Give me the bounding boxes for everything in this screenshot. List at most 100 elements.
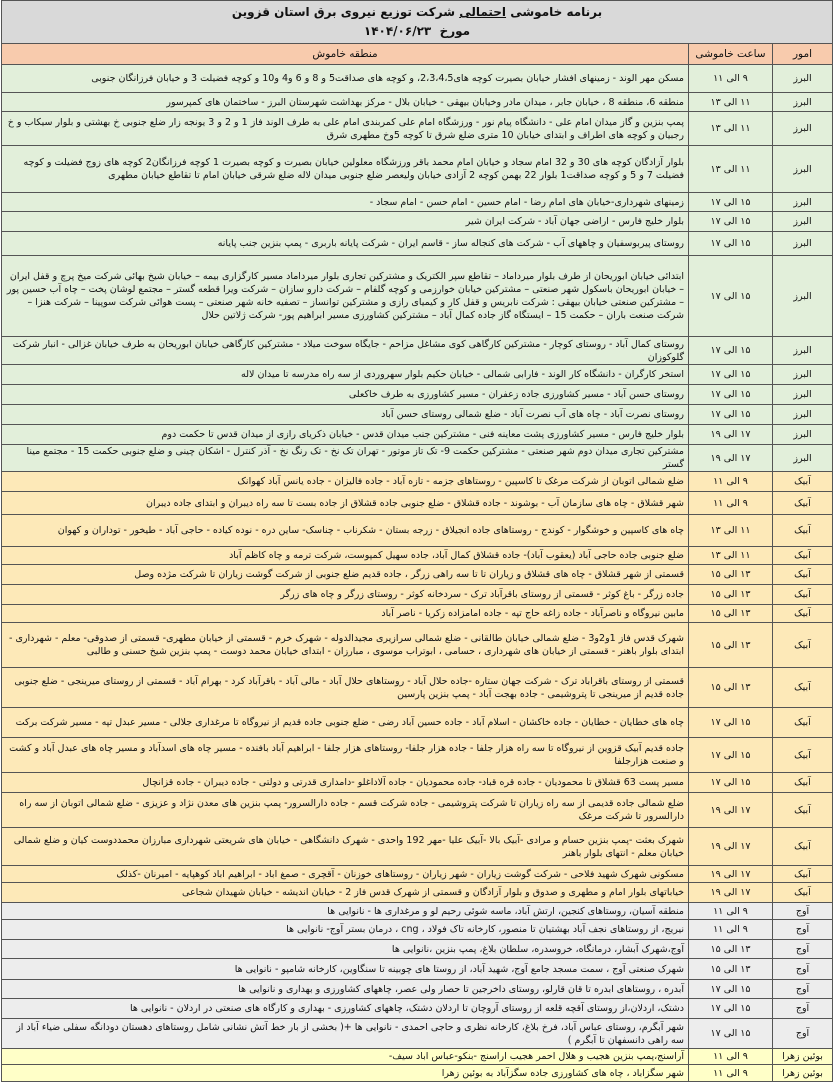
cell-time: ۱۵ الی ۱۷	[688, 192, 773, 212]
cell-area: ضلع شمالی اتوبان از شرکت مرغک تا کاسپین …	[1, 471, 689, 492]
cell-time: ۱۵ الی ۱۷	[688, 998, 773, 1019]
cell-time: ۱۳ الی ۱۵	[688, 958, 773, 980]
cell-time: ۱۵ الی ۱۷	[688, 211, 773, 232]
cell-omur: آوج	[772, 958, 833, 980]
cell-time: ۱۵ الی ۱۷	[688, 336, 773, 365]
table-row: البرز ۱۵ الی ۱۷ زمینهای شهرداری-خیابان های…	[1, 192, 833, 212]
cell-time: ۱۵ الی ۱۷	[688, 404, 773, 425]
column-header-time: ساعت خاموشی	[688, 43, 773, 65]
cell-omur: آبیک	[772, 604, 833, 623]
cell-area: پمپ بنزین و گاز میدان امام علی - دانشگاه…	[1, 111, 689, 146]
table-row: آبیک ۱۷ الی ۱۹ مسکونی شهرک شهید فلاحی - شر…	[1, 865, 833, 883]
cell-time: ۱۳ الی ۱۵	[688, 667, 773, 708]
table-row: آوج ۹ الی ۱۱ منطقه آسیان، روستاهای کنجین، …	[1, 902, 833, 920]
cell-omur: آوج	[772, 1018, 833, 1049]
cell-area: چاه های کاسپین و خوشگوار - کوندج - روستا…	[1, 514, 689, 547]
cell-area: دشتک، اردلان،از روستای آقچه قلعه از روست…	[1, 998, 689, 1019]
cell-omur: البرز	[772, 92, 833, 112]
table-row: البرز ۱۵ الی ۱۷ روستای حسن آباد - مسیر کشا…	[1, 384, 833, 405]
cell-omur: آبیک	[772, 491, 833, 515]
cell-area: روستای نصرت آباد - چاه های آب نصرت آباد …	[1, 404, 689, 425]
cell-time: ۱۱ الی ۱۳	[688, 546, 773, 565]
cell-area: شهرک بعثت -پمپ بنزین حسام و مرادی -آبیک …	[1, 827, 689, 866]
cell-omur: البرز	[772, 336, 833, 365]
cell-omur: آوج	[772, 979, 833, 999]
cell-omur: آبیک	[772, 882, 833, 903]
cell-omur: البرز	[772, 255, 833, 337]
cell-omur: آبیک	[772, 792, 833, 828]
cell-area: خیاباتهای بلوار امام و مطهری و صدوق و بل…	[1, 882, 689, 903]
table-row: آبیک ۱۳ الی ۱۵ مابین نیروگاه و ناصرآباد - …	[1, 604, 833, 623]
table-row: البرز ۱۱ الی ۱۳ پمپ بنزین و گاز میدان امام…	[1, 111, 833, 146]
cell-time: ۱۵ الی ۱۷	[688, 1018, 773, 1049]
cell-area: ضلع شمالی جاده قدیمی از سه راه زیاران تا…	[1, 792, 689, 828]
cell-area: مسیر پست 63 قشلاق تا محمودیان - جاده قره…	[1, 772, 689, 793]
cell-omur: آبیک	[772, 546, 833, 565]
table-row: آوج ۱۳ الی ۱۵ آوج،شهرک آبشار، درمانگاه، خر…	[1, 939, 833, 959]
table-row: آبیک ۱۵ الی ۱۷ مسیر پست 63 قشلاق تا محمودی…	[1, 772, 833, 793]
cell-time: ۹ الی ۱۱	[688, 471, 773, 492]
cell-area: نیریج، از روستاهای نجف آباد بهشتیان تا م…	[1, 919, 689, 940]
cell-time: ۹ الی ۱۱	[688, 902, 773, 920]
cell-area: روستای کمال آباد - روستای کوچار - مشترکی…	[1, 336, 689, 365]
page-title: برنامه خاموشی احتمالی شرکت توزیع نیروی ب…	[1, 0, 833, 44]
cell-time: ۱۷ الی ۱۹	[688, 827, 773, 866]
column-header-row: امور ساعت خاموشی منطقه خاموش	[1, 43, 833, 65]
table-row: آبیک ۱۱ الی ۱۳ چاه های کاسپین و خوشگوار - …	[1, 514, 833, 547]
cell-omur: آبیک	[772, 471, 833, 492]
cell-time: ۱۷ الی ۱۹	[688, 424, 773, 445]
column-header-omur: امور	[772, 43, 833, 65]
table-row: بوئین زهرا ۹ الی ۱۱ شهر سگزاباد ، چاه های …	[1, 1064, 833, 1082]
cell-time: ۹ الی ۱۱	[688, 919, 773, 940]
table-row: آبیک ۱۵ الی ۱۷ چاه های خطایان - خطایان - ج…	[1, 707, 833, 738]
table-row: آوج ۱۳ الی ۱۵ شهرک صنعتی آوج ، سمت مسجد جا…	[1, 958, 833, 980]
cell-omur: آبیک	[772, 667, 833, 708]
cell-omur: آبیک	[772, 584, 833, 605]
table-row: آبیک ۱۵ الی ۱۷ جاده قدیم آبیک قزوین از نیر…	[1, 737, 833, 773]
cell-omur: آبیک	[772, 707, 833, 738]
cell-time: ۱۷ الی ۱۹	[688, 882, 773, 903]
table-row: آبیک ۹ الی ۱۱ ضلع شمالی اتوبان از شرکت مرغ…	[1, 471, 833, 492]
table-row: البرز ۱۵ الی ۱۷ روستای نصرت آباد - چاه های…	[1, 404, 833, 425]
cell-area: استخر کارگران - دانشگاه کار الوند - فارا…	[1, 364, 689, 385]
cell-area: جاده قدیم آبیک قزوین از نیروگاه تا سه را…	[1, 737, 689, 773]
cell-area: آراسنج،پمپ بنزین هجیب و هلال احمر هجیب ا…	[1, 1048, 689, 1065]
cell-area: ضلع جنوبی جاده حاجی آباد (یعقوب آباد)- ج…	[1, 546, 689, 565]
cell-time: ۱۳ الی ۱۵	[688, 604, 773, 623]
cell-time: ۱۵ الی ۱۷	[688, 772, 773, 793]
cell-time: ۱۵ الی ۱۷	[688, 255, 773, 337]
cell-area: منطقه آسیان، روستاهای کنجین، ارتش آباد، …	[1, 902, 689, 920]
cell-time: ۱۱ الی ۱۳	[688, 514, 773, 547]
cell-omur: آبیک	[772, 622, 833, 668]
table-row: آبیک ۱۱ الی ۱۳ ضلع جنوبی جاده حاجی آباد (ی…	[1, 546, 833, 565]
cell-omur: البرز	[772, 444, 833, 472]
cell-area: قسمتی از شهر قشلاق - چاه های قشلاق و زیا…	[1, 564, 689, 585]
cell-area: آبدره ، روستاهای ابدره تا قان قارلو، روس…	[1, 979, 689, 999]
title-emphasis: احتمالی	[459, 5, 507, 19]
title-prefix: برنامه خاموشی	[510, 5, 603, 19]
table-row: آبیک ۱۳ الی ۱۵ قسمتی از شهر قشلاق - چاه ها…	[1, 564, 833, 585]
cell-omur: البرز	[772, 211, 833, 232]
cell-omur: آوج	[772, 939, 833, 959]
table-row: آبیک ۱۳ الی ۱۵ جاده زرگر - باغ کوثر - قسمت…	[1, 584, 833, 605]
cell-omur: البرز	[772, 111, 833, 146]
cell-time: ۱۵ الی ۱۷	[688, 737, 773, 773]
table-row: البرز ۱۵ الی ۱۷ استخر کارگران - دانشگاه کا…	[1, 364, 833, 385]
cell-omur: آبیک	[772, 772, 833, 793]
cell-omur: بوئین زهرا	[772, 1048, 833, 1065]
table-row: آبیک ۱۷ الی ۱۹ ضلع شمالی جاده قدیمی از سه …	[1, 792, 833, 828]
column-header-area: منطقه خاموش	[1, 43, 689, 65]
cell-area: چاه های خطایان - خطایان - جاده خاکشان - …	[1, 707, 689, 738]
table-row: البرز ۱۷ الی ۱۹ مشترکین تجاری میدان دوم شه…	[1, 444, 833, 472]
cell-time: ۱۷ الی ۱۹	[688, 865, 773, 883]
cell-time: ۹ الی ۱۱	[688, 491, 773, 515]
cell-time: ۱۵ الی ۱۷	[688, 231, 773, 256]
cell-area: شهرک صنعتی آوج ، سمت مسجد جامع آوج، شهید…	[1, 958, 689, 980]
table-row: البرز ۱۷ الی ۱۹ بلوار خلیج فارس - مسیر کشا…	[1, 424, 833, 445]
cell-omur: آوج	[772, 919, 833, 940]
cell-area: قسمتی از روستای باقراباد ترک - شرکت جهان…	[1, 667, 689, 708]
cell-omur: البرز	[772, 404, 833, 425]
cell-omur: البرز	[772, 192, 833, 212]
cell-time: ۱۵ الی ۱۷	[688, 707, 773, 738]
